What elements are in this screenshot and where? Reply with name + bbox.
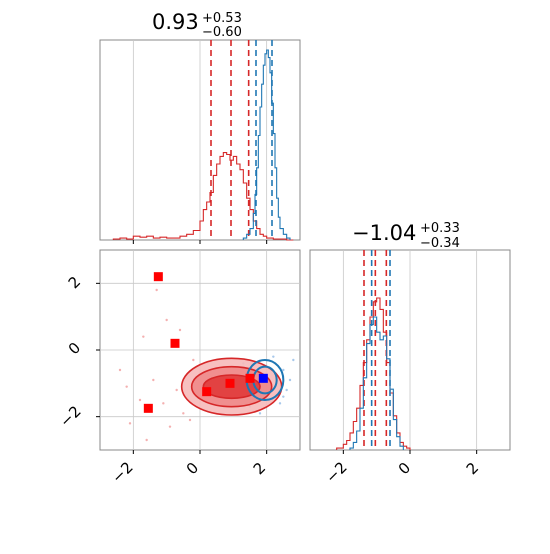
- joint-xtick-label: 0: [183, 459, 202, 478]
- marginal-y-xtick-label: 0: [395, 459, 414, 478]
- scatter-point: [168, 425, 172, 428]
- scatter-point: [118, 368, 122, 372]
- gridlines: [96, 40, 478, 454]
- blue-square-marker: [258, 373, 268, 383]
- red-square-marker: [170, 338, 180, 348]
- red-square-marker: [225, 378, 235, 388]
- scatter-point: [128, 422, 132, 425]
- marginal-y-xtick-label: −2: [322, 458, 350, 486]
- joint-layer: [118, 272, 295, 442]
- red-square-marker: [143, 403, 153, 413]
- marginal-x-title-lower: −0.60: [202, 25, 242, 40]
- marginal-y-histogram-series-1: [349, 316, 404, 450]
- scatter-point: [125, 385, 128, 388]
- scatter-point: [182, 412, 185, 415]
- scatter-point: [288, 378, 292, 382]
- marginal-y-title-upper: +0.33: [420, 221, 460, 236]
- red-square-marker: [245, 373, 255, 383]
- marginal-x-histogram-series-1: [242, 49, 291, 240]
- scatter-point: [272, 355, 275, 358]
- joint-ytick-label: 0: [65, 339, 84, 358]
- scatter-point: [188, 418, 192, 422]
- scatter-point: [282, 368, 285, 372]
- red-square-marker: [153, 272, 163, 282]
- scatter-point: [278, 402, 282, 405]
- scatter-point: [165, 318, 168, 322]
- red-square-marker: [202, 387, 212, 397]
- joint-xtick-label: −2: [108, 458, 136, 486]
- marginal-y-title-value: −1.04: [352, 221, 416, 245]
- marginal-y-layer: [336, 250, 411, 450]
- marginal-y-title-lower: −0.34: [420, 236, 460, 251]
- scatter-point: [175, 388, 178, 392]
- scatter-point: [138, 398, 142, 402]
- scatter-point: [155, 288, 158, 292]
- scatter-point: [192, 358, 195, 362]
- scatter-point: [152, 378, 155, 382]
- scatter-point: [285, 388, 288, 392]
- joint-ytick-label: −2: [56, 402, 84, 430]
- joint-xtick-label: 2: [250, 459, 269, 478]
- marginal-x-title-upper: +0.53: [202, 11, 242, 26]
- scatter-point: [282, 395, 285, 398]
- marginal-y-xtick-label: 2: [463, 459, 482, 478]
- scatter-point: [142, 335, 145, 338]
- scatter-point: [145, 438, 148, 442]
- joint-ytick-label: 2: [65, 273, 84, 292]
- marginal-x-layer: [112, 40, 294, 241]
- marginal-x-histogram-series-0: [112, 152, 294, 241]
- scatter-point: [258, 412, 262, 415]
- scatter-point: [292, 358, 295, 362]
- scatter-point: [162, 402, 165, 405]
- marginal-x-title-value: 0.93: [152, 10, 199, 34]
- scatter-point: [178, 328, 182, 332]
